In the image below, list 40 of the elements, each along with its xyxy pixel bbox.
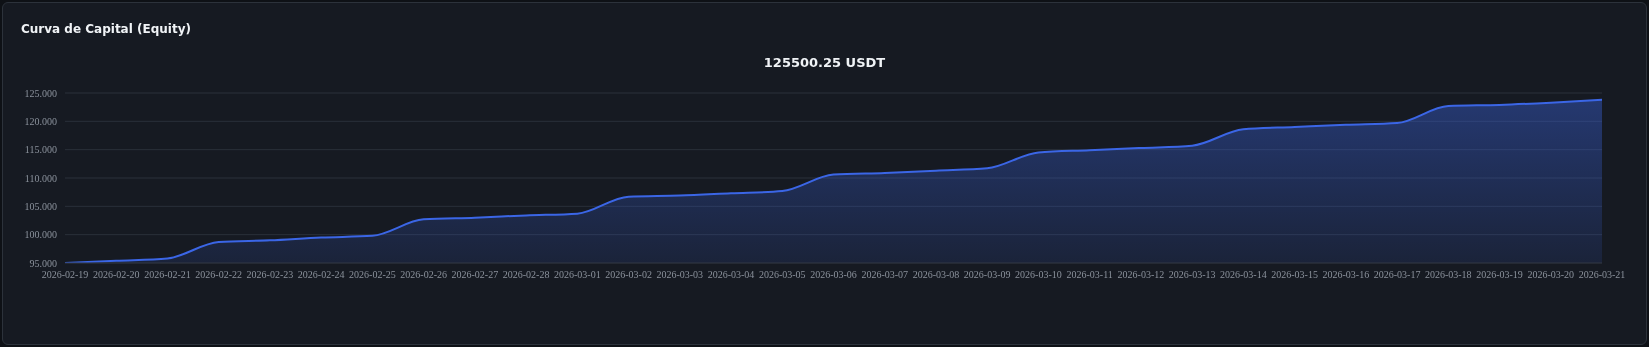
y-tick-label: 120.000 — [24, 115, 57, 127]
x-tick-label: 2026-03-07 — [861, 269, 909, 281]
x-tick-label: 2026-02-21 — [144, 269, 191, 281]
x-tick-label: 2026-02-27 — [451, 269, 499, 281]
x-tick-label: 2026-03-16 — [1322, 269, 1370, 281]
y-tick-label: 100.000 — [24, 229, 57, 241]
y-tick-label: 115.000 — [24, 144, 57, 156]
x-tick-label: 2026-03-19 — [1476, 269, 1523, 281]
x-tick-label: 2026-02-26 — [400, 269, 447, 281]
y-tick-label: 105.000 — [24, 200, 57, 212]
x-tick-label: 2026-03-05 — [758, 269, 806, 281]
x-tick-label: 2026-02-24 — [297, 269, 345, 281]
x-tick-label: 2026-03-12 — [1117, 269, 1165, 281]
x-tick-label: 2026-02-28 — [502, 269, 550, 281]
x-tick-label: 2026-03-17 — [1373, 269, 1421, 281]
x-tick-label: 2026-03-01 — [554, 269, 601, 281]
x-tick-label: 2026-02-19 — [41, 269, 89, 281]
x-tick-label: 2026-03-10 — [1015, 269, 1062, 281]
x-tick-label: 2026-02-22 — [195, 269, 243, 281]
y-tick-label: 110.000 — [24, 172, 57, 184]
y-tick-label: 125.000 — [24, 87, 57, 99]
x-tick-label: 2026-03-18 — [1424, 269, 1472, 281]
x-tick-label: 2026-03-20 — [1527, 269, 1575, 281]
x-tick-label: 2026-03-04 — [707, 269, 755, 281]
x-tick-label: 2026-02-20 — [92, 269, 140, 281]
x-tick-label: 2026-03-02 — [605, 269, 652, 281]
chart-title: Curva de Capital (Equity) — [21, 22, 191, 36]
x-tick-label: 2026-03-08 — [912, 269, 960, 281]
chart-subtitle: 125500.25 USDT — [762, 55, 887, 70]
x-tick-label: 2026-03-03 — [656, 269, 704, 281]
x-tick-label: 2026-02-23 — [246, 269, 294, 281]
x-tick-label: 2026-03-13 — [1168, 269, 1216, 281]
x-tick-label: 2026-02-25 — [349, 269, 396, 281]
x-tick-label: 2026-03-15 — [1271, 269, 1318, 281]
y-tick-label: 95.000 — [29, 257, 57, 269]
x-tick-label: 2026-03-14 — [1220, 269, 1267, 281]
x-tick-label: 2026-03-09 — [963, 269, 1011, 281]
x-tick-label: 2026-03-06 — [810, 269, 857, 281]
x-tick-label: 2026-03-21 — [1578, 269, 1626, 281]
x-tick-label: 2026-03-11 — [1066, 269, 1113, 281]
